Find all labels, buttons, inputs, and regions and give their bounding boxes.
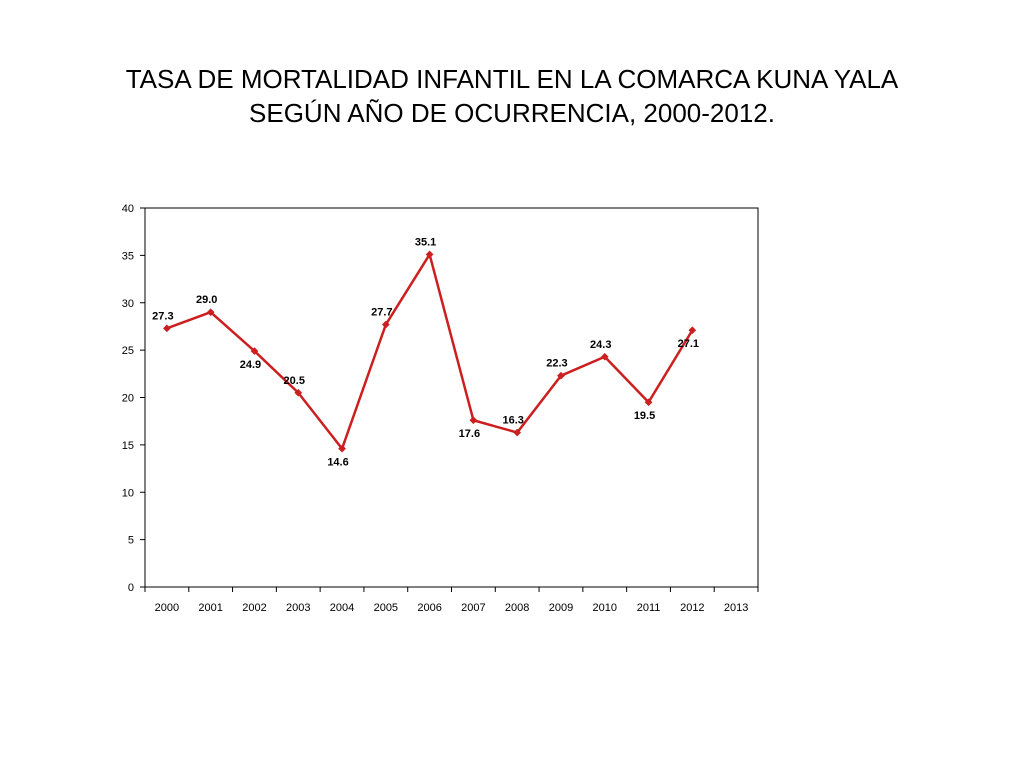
data-label: 27.1 bbox=[678, 338, 699, 350]
data-point-marker bbox=[513, 428, 522, 437]
x-tick-label: 2003 bbox=[286, 602, 310, 614]
data-point-marker bbox=[644, 398, 653, 407]
slide-title-line-2: SEGÚN AÑO DE OCURRENCIA, 2000-2012. bbox=[249, 98, 775, 128]
x-tick-label: 2008 bbox=[505, 602, 529, 614]
data-label: 22.3 bbox=[546, 358, 567, 370]
data-point-marker bbox=[600, 352, 609, 361]
x-tick-label: 2004 bbox=[330, 602, 354, 614]
x-tick-label: 2007 bbox=[461, 602, 485, 614]
y-tick-label: 25 bbox=[122, 345, 134, 357]
data-label: 24.3 bbox=[590, 339, 611, 351]
x-tick-label: 2006 bbox=[417, 602, 441, 614]
y-tick-label: 0 bbox=[128, 582, 134, 594]
data-label: 19.5 bbox=[634, 410, 655, 422]
slide-title-line-1: TASA DE MORTALIDAD INFANTIL EN LA COMARC… bbox=[125, 64, 899, 94]
y-tick-label: 15 bbox=[122, 440, 134, 452]
data-point-marker bbox=[469, 416, 478, 425]
data-label: 27.7 bbox=[371, 307, 392, 319]
x-tick-label: 2010 bbox=[593, 602, 617, 614]
x-tick-label: 2009 bbox=[549, 602, 573, 614]
data-point-marker bbox=[425, 250, 434, 259]
data-label: 14.6 bbox=[327, 457, 348, 469]
data-label: 24.9 bbox=[240, 359, 261, 371]
y-tick-label: 30 bbox=[122, 298, 134, 310]
slide-title: TASA DE MORTALIDAD INFANTIL EN LA COMARC… bbox=[40, 62, 984, 130]
data-label: 29.0 bbox=[196, 294, 217, 306]
data-label: 27.3 bbox=[152, 310, 173, 322]
plot-area bbox=[144, 207, 759, 588]
data-point-marker bbox=[688, 326, 697, 335]
data-label: 35.1 bbox=[415, 236, 436, 248]
x-tick-label: 2005 bbox=[374, 602, 398, 614]
data-point-marker bbox=[162, 324, 171, 333]
data-point-marker bbox=[294, 388, 303, 397]
y-tick-label: 5 bbox=[128, 535, 134, 547]
data-point-marker bbox=[557, 371, 565, 380]
data-label: 16.3 bbox=[502, 415, 523, 427]
x-tick-label: 2001 bbox=[198, 602, 222, 614]
data-point-marker bbox=[206, 308, 215, 317]
x-tick-label: 2013 bbox=[724, 602, 748, 614]
x-tick-label: 2011 bbox=[637, 602, 661, 614]
y-tick-label: 35 bbox=[122, 250, 134, 262]
data-label: 17.6 bbox=[459, 428, 480, 440]
data-point-marker bbox=[250, 347, 259, 356]
x-tick-label: 2000 bbox=[155, 602, 179, 614]
x-tick-label: 2012 bbox=[680, 602, 704, 614]
y-tick-label: 10 bbox=[122, 487, 134, 499]
x-tick-label: 2002 bbox=[242, 602, 266, 614]
data-point-marker bbox=[338, 444, 346, 453]
y-tick-label: 20 bbox=[122, 393, 134, 405]
y-tick-label: 40 bbox=[122, 203, 134, 215]
data-point-marker bbox=[381, 320, 390, 329]
data-label: 20.5 bbox=[284, 375, 305, 387]
